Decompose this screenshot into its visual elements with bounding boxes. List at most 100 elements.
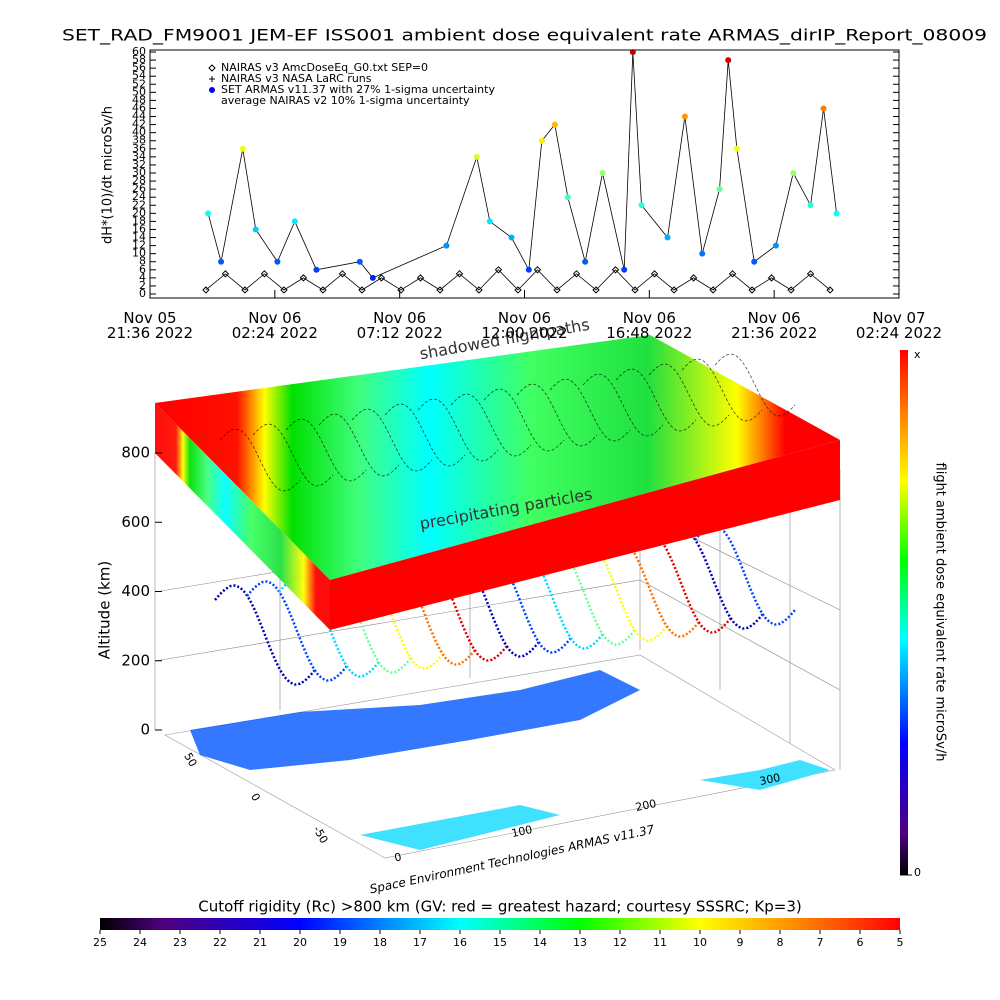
y-tick-label: 46 — [132, 101, 146, 114]
point — [416, 274, 425, 282]
y-tick-label: 14 — [132, 231, 146, 244]
shadow-path — [417, 398, 499, 462]
point — [218, 258, 225, 265]
point — [716, 186, 723, 193]
altitude-tick-label: 400 — [121, 582, 150, 600]
point — [338, 270, 347, 278]
colorbar-bottom-tick-label: 10 — [693, 936, 707, 949]
point — [670, 286, 678, 294]
legend-label: NAIRAS v3 AmcDoseEq_G0.txt SEP=0 — [221, 61, 428, 74]
colorbar-bottom-tick-label: 21 — [253, 936, 267, 949]
colorbar-bottom-tick-label: 11 — [653, 936, 667, 949]
colorbar-min-label: 0 — [914, 866, 921, 879]
particle-slab — [155, 335, 840, 580]
y-tick-label: 50 — [132, 85, 146, 98]
point — [572, 270, 581, 278]
point — [356, 258, 363, 265]
y-tick-label: 26 — [132, 182, 146, 195]
colorbar-bottom-tick-label: 25 — [93, 936, 107, 949]
chart-title: SET_RAD_FM9001 JEM-EF ISS001 ambient dos… — [62, 26, 987, 46]
colorbar-bottom-tick-label: 13 — [573, 936, 587, 949]
point — [689, 274, 698, 282]
legend-label: average NAIRAS v2 10% 1-sigma uncertaint… — [221, 94, 470, 107]
colorbar-bottom-tick-label: 15 — [493, 936, 507, 949]
flightpath — [566, 540, 668, 642]
shadow-path — [516, 383, 598, 447]
flightpath — [630, 532, 732, 634]
point — [525, 266, 532, 273]
colorbar-bottom-tick-label: 12 — [613, 936, 627, 949]
series-line — [205, 269, 831, 291]
flightpath — [598, 536, 700, 638]
y-tick-label: 24 — [132, 190, 146, 203]
colorbar-bottom-tick-label: 5 — [897, 936, 904, 949]
legend-marker — [208, 64, 216, 72]
point — [681, 113, 688, 120]
flightpath — [534, 544, 636, 646]
colorbar-bottom-title: Cutoff rigidity (Rc) >800 km (GV: red = … — [198, 898, 801, 916]
y-tick-label: 40 — [132, 126, 146, 139]
point — [443, 242, 450, 249]
shadow-paths — [219, 353, 796, 492]
lon-tick-label: 0 — [393, 850, 403, 864]
point — [486, 218, 493, 225]
point — [319, 286, 327, 294]
y-tick-label: 54 — [132, 69, 146, 82]
point — [664, 234, 671, 241]
point — [592, 286, 600, 294]
antarctica — [360, 805, 560, 850]
point — [790, 170, 797, 176]
y-tick-label: 18 — [132, 214, 146, 227]
y-tick-label: 8 — [139, 255, 146, 268]
flightpath — [502, 548, 604, 650]
colorbar-bottom-tick-label: 24 — [133, 936, 147, 949]
colorbar-bottom-tick-label: 16 — [453, 936, 467, 949]
y-tick-label: 56 — [132, 61, 146, 74]
plot-area — [202, 49, 840, 294]
y-tick-label: 58 — [132, 53, 146, 66]
point — [699, 250, 706, 257]
flightpath — [342, 568, 444, 670]
point — [205, 210, 212, 217]
point — [748, 286, 756, 294]
x-tick-label: Nov 06 12:00 2022 — [481, 309, 567, 342]
point — [494, 266, 503, 274]
point — [274, 258, 281, 265]
colorbar-bottom-tick-label: 7 — [817, 936, 824, 949]
colorbar-bottom-tick-label: 23 — [173, 936, 187, 949]
3d-panel: shadowed flightpaths precipitating parti… — [96, 315, 841, 896]
point — [252, 226, 259, 233]
point — [358, 286, 366, 294]
point — [787, 286, 795, 294]
x-tick-label: Nov 07 02:24 2022 — [856, 309, 942, 342]
colorbar-bottom-tick-label: 9 — [737, 936, 744, 949]
point — [538, 137, 545, 144]
shadow-path — [714, 353, 796, 417]
x-tick-label: Nov 06 07:12 2022 — [357, 309, 443, 342]
y-tick-label: 44 — [132, 110, 146, 123]
x-tick-label: Nov 06 02:24 2022 — [232, 309, 318, 342]
altitude-tick-label: 800 — [121, 444, 150, 462]
point — [621, 266, 628, 273]
lat-tick-label: 0 — [248, 791, 263, 804]
flightpath — [214, 584, 316, 686]
point — [629, 49, 636, 55]
point — [709, 286, 717, 294]
x-tick-label: Nov 06 16:48 2022 — [606, 309, 692, 342]
flightpaths — [214, 524, 796, 686]
point — [820, 105, 827, 112]
point — [631, 286, 639, 294]
y-tick-label: 22 — [132, 198, 146, 211]
point — [313, 266, 320, 273]
point — [533, 266, 542, 274]
altitude-tick-label: 0 — [140, 721, 150, 739]
landmass — [700, 760, 830, 790]
colorbar-bottom — [100, 918, 900, 930]
altitude-tick-label: 200 — [121, 651, 150, 669]
point — [221, 270, 230, 278]
y-tick-label: 20 — [132, 206, 146, 219]
point — [807, 202, 814, 209]
shadow-path — [252, 423, 334, 487]
point — [553, 286, 561, 294]
flightpath — [470, 552, 572, 654]
